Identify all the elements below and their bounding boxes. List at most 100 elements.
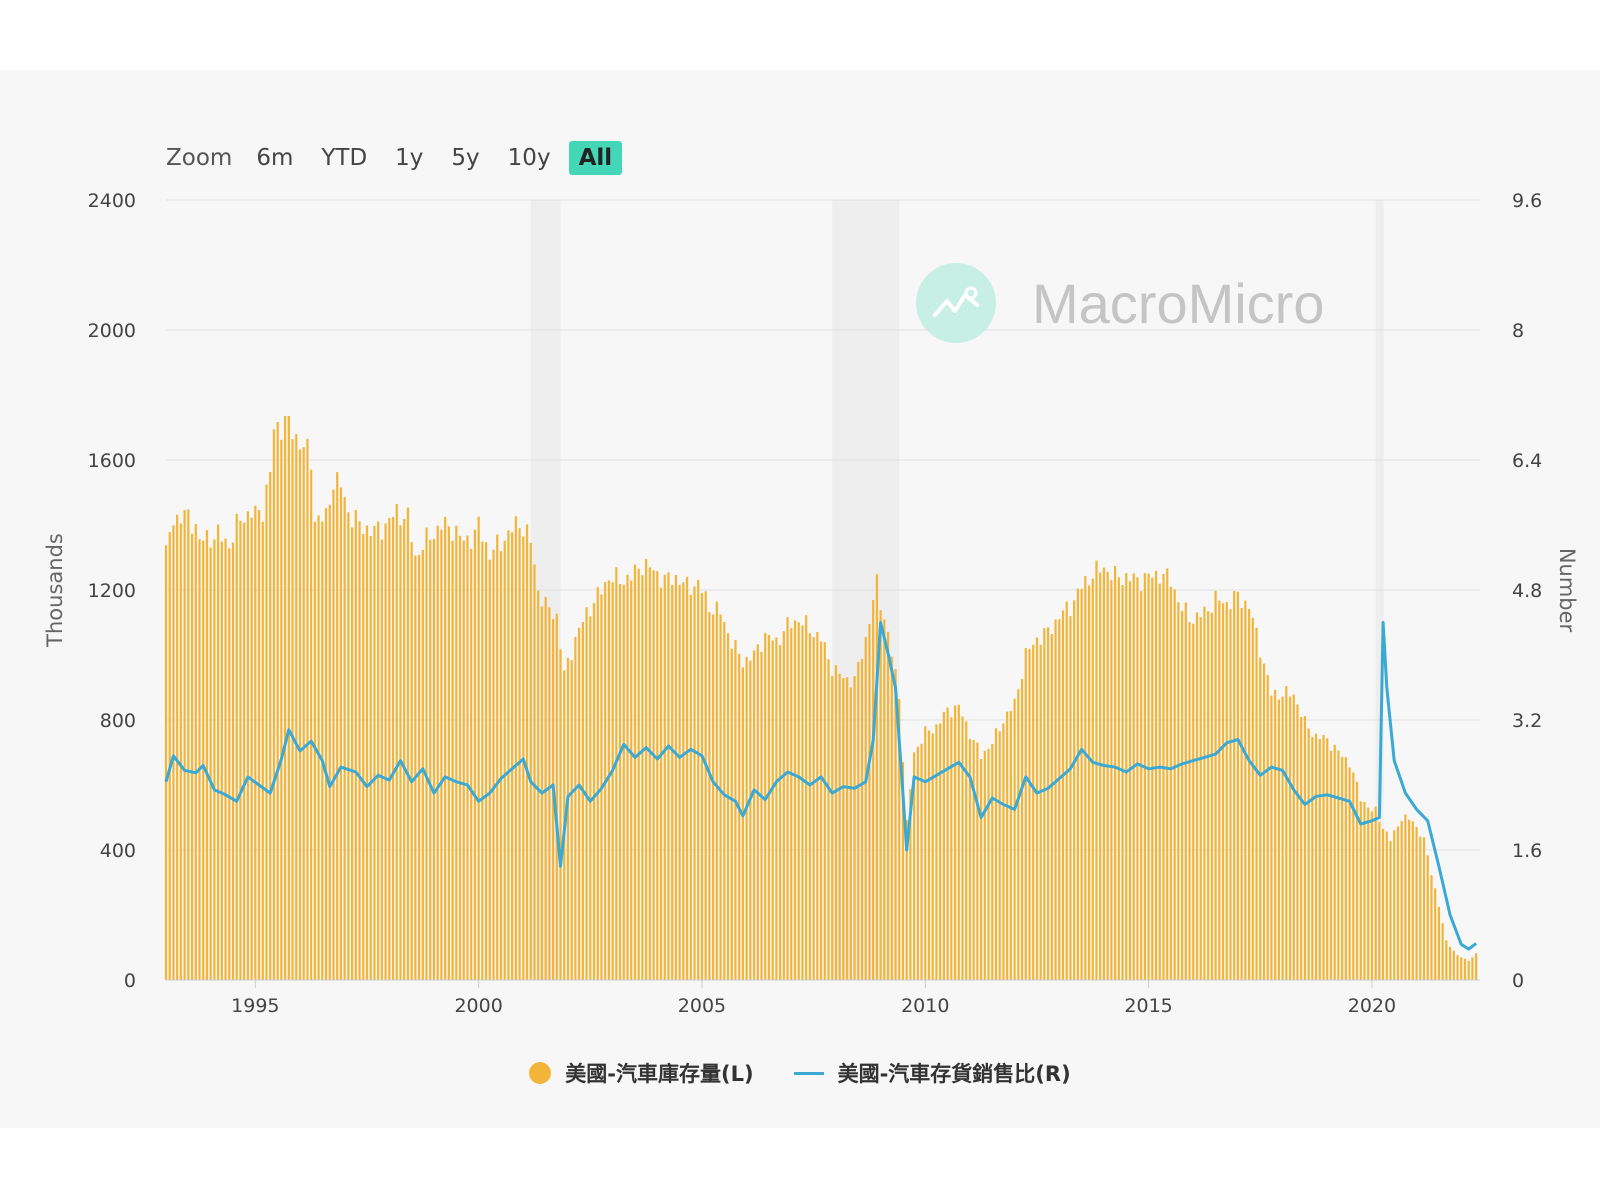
inventory-bar (637, 568, 640, 980)
inventory-bar (209, 547, 212, 980)
inventory-bar (749, 660, 752, 980)
inventory-bar (458, 535, 462, 980)
inventory-bar (1288, 696, 1292, 980)
inventory-bar (965, 721, 968, 980)
inventory-bar (410, 542, 413, 980)
inventory-bar (726, 633, 730, 980)
inventory-bar (1430, 875, 1433, 980)
inventory-bar (630, 580, 633, 980)
zoom-6m-button[interactable]: 6m (256, 145, 294, 171)
inventory-bar (559, 649, 562, 980)
inventory-bar (931, 733, 934, 980)
legend-item-inventory[interactable]: 美國-汽車庫存量(L) (529, 1058, 754, 1088)
inventory-bar (380, 539, 383, 980)
inventory-bar (1035, 637, 1039, 980)
inventory-bar (1065, 601, 1068, 980)
inventory-bar (950, 717, 953, 980)
inventory-bar (1303, 716, 1307, 980)
inventory-bar (246, 511, 249, 980)
inventory-bar (786, 617, 789, 980)
inventory-bar (864, 637, 867, 980)
inventory-bar (700, 593, 704, 980)
inventory-bar (283, 416, 287, 980)
inventory-bar (537, 590, 540, 980)
inventory-bar (1277, 699, 1280, 980)
inventory-bar (1192, 623, 1195, 980)
y-right-tick-label: 0 (1512, 970, 1524, 992)
inventory-bar (905, 819, 908, 980)
y-right-tick-label: 3.2 (1512, 710, 1542, 732)
y-left-tick-label: 800 (100, 710, 136, 732)
inventory-bar (1166, 568, 1169, 980)
inventory-bar (1058, 619, 1061, 980)
inventory-bar (555, 613, 558, 980)
inventory-bar (831, 676, 834, 980)
legend-line-icon (793, 1071, 824, 1075)
inventory-bar (890, 656, 893, 980)
legend-label-inventory: 美國-汽車庫存量(L) (565, 1062, 754, 1086)
inventory-bar (1132, 573, 1135, 980)
inventory-bar (968, 739, 972, 980)
inventory-bar (1460, 957, 1463, 980)
inventory-bar (350, 527, 354, 980)
inventory-bar (425, 527, 428, 980)
inventory-bar (235, 513, 238, 980)
zoom-1y-button[interactable]: 1y (395, 145, 424, 171)
legend: 美國-汽車庫存量(L) 美國-汽車存貨銷售比(R) (0, 1058, 1600, 1088)
zoom-label: Zoom (166, 145, 233, 171)
watermark: MacroMicro (916, 263, 1324, 343)
inventory-bar (1292, 694, 1295, 980)
inventory-bar (462, 540, 465, 980)
inventory-bar (689, 594, 692, 980)
inventory-bar (1024, 648, 1027, 980)
inventory-bar (1452, 950, 1455, 980)
inventory-bar (324, 508, 328, 980)
inventory-bar (1333, 744, 1336, 980)
inventory-bar (269, 471, 272, 980)
inventory-bar (1143, 573, 1146, 980)
inventory-bar (503, 540, 506, 980)
y-right-tick-label: 6.4 (1512, 450, 1542, 472)
inventory-bar (1370, 811, 1374, 980)
inventory-bar (1326, 738, 1329, 980)
inventory-bar (176, 514, 179, 980)
inventory-bar (678, 584, 681, 980)
legend-dot-icon (529, 1062, 552, 1084)
inventory-bar (1408, 819, 1411, 980)
inventory-bar (1039, 644, 1042, 980)
inventory-bar (1158, 583, 1161, 980)
inventory-bar (1054, 619, 1057, 980)
legend-item-ratio[interactable]: 美國-汽車存貨銷售比(R) (793, 1058, 1071, 1088)
inventory-bar (805, 615, 808, 980)
inventory-bar (1463, 958, 1467, 980)
inventory-bar (1422, 837, 1426, 980)
inventory-bar (790, 628, 793, 980)
inventory-bar (622, 584, 625, 980)
inventory-bar (1032, 644, 1035, 980)
zoom-ytd-button[interactable]: YTD (321, 145, 368, 171)
inventory-bar (697, 579, 700, 980)
inventory-bar (399, 525, 402, 980)
inventory-bar (1244, 600, 1247, 980)
inventory-bar (566, 657, 570, 980)
inventory-bar (1229, 609, 1232, 980)
inventory-bar (570, 660, 573, 980)
inventory-bar (1091, 578, 1094, 980)
inventory-bar (1069, 616, 1072, 980)
inventory-bar (168, 532, 171, 980)
inventory-bar (1188, 622, 1191, 980)
inventory-bar (261, 521, 264, 980)
inventory-bar (715, 601, 718, 980)
y-right-tick-label: 4.8 (1512, 580, 1542, 602)
inventory-bar (1419, 836, 1422, 980)
inventory-bar (1385, 831, 1388, 980)
inventory-bar (1400, 820, 1403, 980)
inventory-bar (909, 789, 912, 980)
inventory-bar (1177, 602, 1180, 980)
inventory-bar (894, 669, 897, 980)
zoom-10y-button[interactable]: 10y (507, 145, 551, 171)
inventory-bar (1110, 580, 1113, 980)
zoom-5y-button[interactable]: 5y (451, 145, 480, 171)
inventory-bar (239, 520, 242, 980)
zoom-all-button[interactable]: All (568, 141, 623, 175)
